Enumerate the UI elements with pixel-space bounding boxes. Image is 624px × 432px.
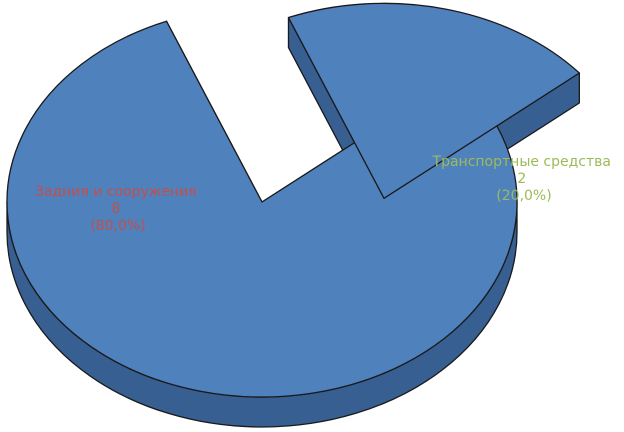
slice-category-vehicles: Транспортные средства xyxy=(432,154,611,170)
slice-category-buildings: Задния и сооружения xyxy=(35,184,197,200)
pie-labels: Задния и сооружения 8 (80,0%) Транспортн… xyxy=(35,154,616,234)
slice-vehicles xyxy=(287,2,580,199)
slice-percent-vehicles: (20,0%) xyxy=(496,188,551,204)
slice-value-vehicles: 2 xyxy=(517,171,526,187)
slice-buildings xyxy=(6,20,518,398)
slice-percent-buildings: (80,0%) xyxy=(90,218,145,234)
pie-top-layer xyxy=(6,2,580,398)
slice-label-buildings: Задния и сооружения 8 (80,0%) xyxy=(35,184,201,234)
slice-value-buildings: 8 xyxy=(111,201,120,217)
slice-label-vehicles: Транспортные средства 2 (20,0%) xyxy=(432,154,616,204)
